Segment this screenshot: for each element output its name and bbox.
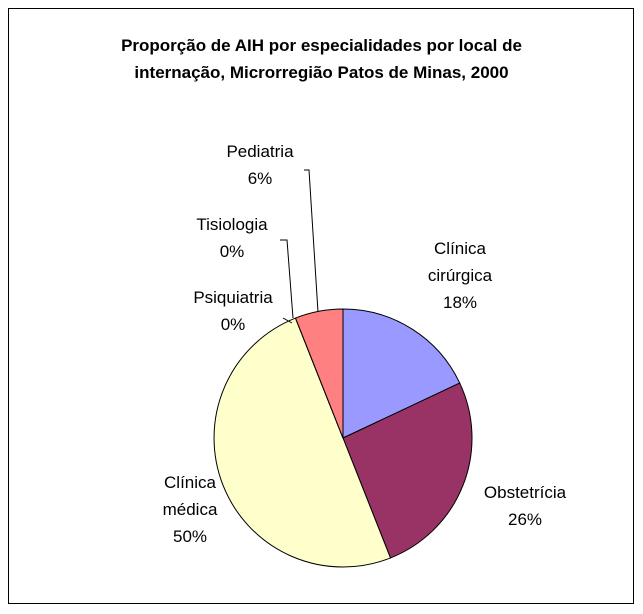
category-label: Clínica cirúrgica <box>427 239 493 285</box>
leader-line <box>304 169 319 313</box>
value-label: 0% <box>220 315 246 334</box>
value-label: 0% <box>219 242 245 261</box>
value-label: 6% <box>247 169 273 188</box>
leader-lines <box>280 169 319 324</box>
category-label: Obstetrícia <box>483 483 567 502</box>
leader-line <box>280 239 294 319</box>
slice-label: Psiquiatria 0% <box>163 284 303 338</box>
chart-title: Proporção de AIH por especialidades por … <box>121 36 522 82</box>
category-label: Pediatria <box>226 142 294 161</box>
pie-slice <box>342 308 461 439</box>
value-label: 26% <box>507 510 543 529</box>
pie-slice <box>213 317 392 568</box>
value-label: 50% <box>172 527 208 546</box>
value-label: 18% <box>442 293 478 312</box>
slice-label: Obstetrícia 26% <box>455 479 595 533</box>
slice-label: Clínica cirúrgica 18% <box>410 235 510 316</box>
slice-label: Clínica médica 50% <box>150 469 230 550</box>
pie-slice <box>294 308 344 439</box>
pie-slice <box>342 382 473 559</box>
leader-line <box>282 317 293 324</box>
category-label: Psiquiatria <box>193 288 273 307</box>
pie <box>213 308 473 568</box>
category-label: Tisiologia <box>196 215 268 234</box>
slice-label: Pediatria 6% <box>190 138 330 192</box>
slice-label: Tisiologia 0% <box>162 211 302 265</box>
category-label: Clínica médica <box>162 473 218 519</box>
